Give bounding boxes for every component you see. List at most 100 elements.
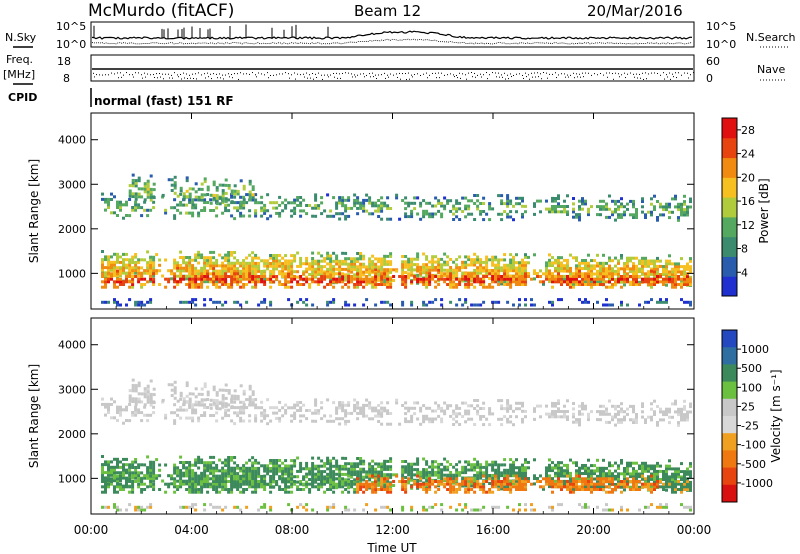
scatter-cell: [680, 265, 683, 269]
scatter-cell: [332, 259, 336, 263]
scatter-cell: [224, 300, 228, 304]
scatter-cell: [509, 466, 513, 470]
scatter-cell: [176, 261, 180, 265]
nave-dot: [321, 74, 322, 76]
scatter-cell: [146, 195, 150, 199]
scatter-cell: [653, 275, 656, 279]
scatter-cell: [518, 468, 521, 472]
scatter-cell: [401, 199, 405, 202]
scatter-cell: [422, 485, 426, 489]
scatter-cell: [314, 196, 318, 199]
scatter-cell: [461, 275, 465, 278]
scatter-cell: [269, 303, 273, 307]
scatter-cell: [344, 262, 348, 266]
scatter-cell: [470, 260, 474, 264]
scatter-cell: [485, 490, 489, 494]
scatter-cell: [257, 482, 261, 486]
scatter-cell: [608, 272, 611, 276]
scatter-cell: [329, 270, 333, 274]
scatter-cell: [146, 179, 150, 183]
scatter-cell: [134, 261, 138, 264]
scatter-cell: [215, 199, 219, 203]
scatter-cell: [311, 464, 315, 468]
scatter-cell: [152, 460, 156, 464]
scatter-cell: [380, 272, 384, 276]
scatter-cell: [521, 280, 524, 284]
scatter-cell: [122, 468, 125, 472]
scatter-cell: [488, 285, 492, 289]
scatter-cell: [401, 260, 405, 264]
scatter-cell: [365, 277, 369, 281]
scatter-cell: [101, 463, 104, 467]
scatter-cell: [641, 277, 644, 281]
scatter-cell: [509, 261, 513, 265]
scatter-cell: [212, 461, 216, 465]
scatter-cell: [143, 303, 147, 307]
scatter-cell: [362, 470, 366, 474]
scatter-cell: [632, 272, 635, 276]
scatter-cell: [356, 206, 360, 210]
scatter-cell: [476, 260, 480, 264]
scatter-cell: [518, 283, 521, 286]
scatter-cell: [320, 280, 324, 284]
scatter-cell: [617, 259, 620, 263]
scatter-cell: [383, 201, 387, 205]
scatter-cell: [368, 198, 372, 202]
scatter-cell: [224, 458, 228, 462]
scatter-cell: [230, 477, 234, 481]
scatter-cell: [110, 266, 113, 270]
scatter-cell: [482, 285, 486, 289]
scatter-cell: [215, 188, 219, 192]
scatter-cell: [254, 466, 258, 470]
nave-dot: [99, 74, 100, 76]
scatter-cell: [644, 277, 647, 281]
scatter-cell: [500, 269, 504, 273]
scatter-cell: [227, 264, 231, 268]
scatter-cell: [425, 263, 429, 267]
scatter-cell: [644, 280, 647, 284]
scatter-cell: [128, 260, 132, 264]
scatter-cell: [347, 467, 351, 471]
nave-dot: [541, 78, 542, 80]
nave-dot: [568, 76, 569, 78]
scatter-cell: [446, 465, 450, 469]
scatter-cell: [572, 285, 575, 289]
nave-dot: [267, 72, 268, 74]
scatter-cell: [440, 480, 444, 483]
scatter-cell: [101, 263, 104, 267]
scatter-cell: [602, 199, 605, 203]
scatter-cell: [587, 474, 590, 478]
scatter-cell: [491, 466, 495, 469]
nave-dot: [504, 72, 505, 74]
nave-dot: [219, 73, 220, 75]
scatter-cell: [449, 280, 453, 284]
scatter-cell: [323, 259, 327, 263]
scatter-cell: [581, 272, 584, 276]
scatter-cell: [278, 270, 282, 274]
scatter-cell: [371, 470, 375, 474]
scatter-cell: [596, 480, 599, 484]
scatter-cell: [197, 214, 201, 218]
scatter-cell: [359, 478, 363, 482]
scatter-cell: [329, 259, 333, 263]
scatter-cell: [653, 262, 656, 266]
nave-dot: [411, 74, 412, 76]
scatter-cell: [467, 479, 471, 483]
scatter-cell: [551, 280, 554, 284]
scatter-cell: [200, 277, 204, 281]
scatter-cell: [404, 263, 408, 266]
scatter-cell: [116, 280, 119, 284]
scatter-cell: [377, 207, 381, 210]
scatter-cell: [122, 485, 125, 489]
scatter-cell: [389, 262, 393, 266]
scatter-cell: [548, 277, 551, 281]
scatter-cell: [197, 479, 201, 483]
scatter-cell: [308, 478, 312, 481]
scatter-cell: [248, 277, 252, 281]
scatter-cell: [236, 474, 240, 478]
nave-dot: [409, 78, 410, 80]
scatter-cell: [401, 300, 405, 304]
scatter-cell: [122, 280, 125, 284]
scatter-cell: [329, 273, 333, 277]
scatter-cell: [482, 283, 486, 286]
